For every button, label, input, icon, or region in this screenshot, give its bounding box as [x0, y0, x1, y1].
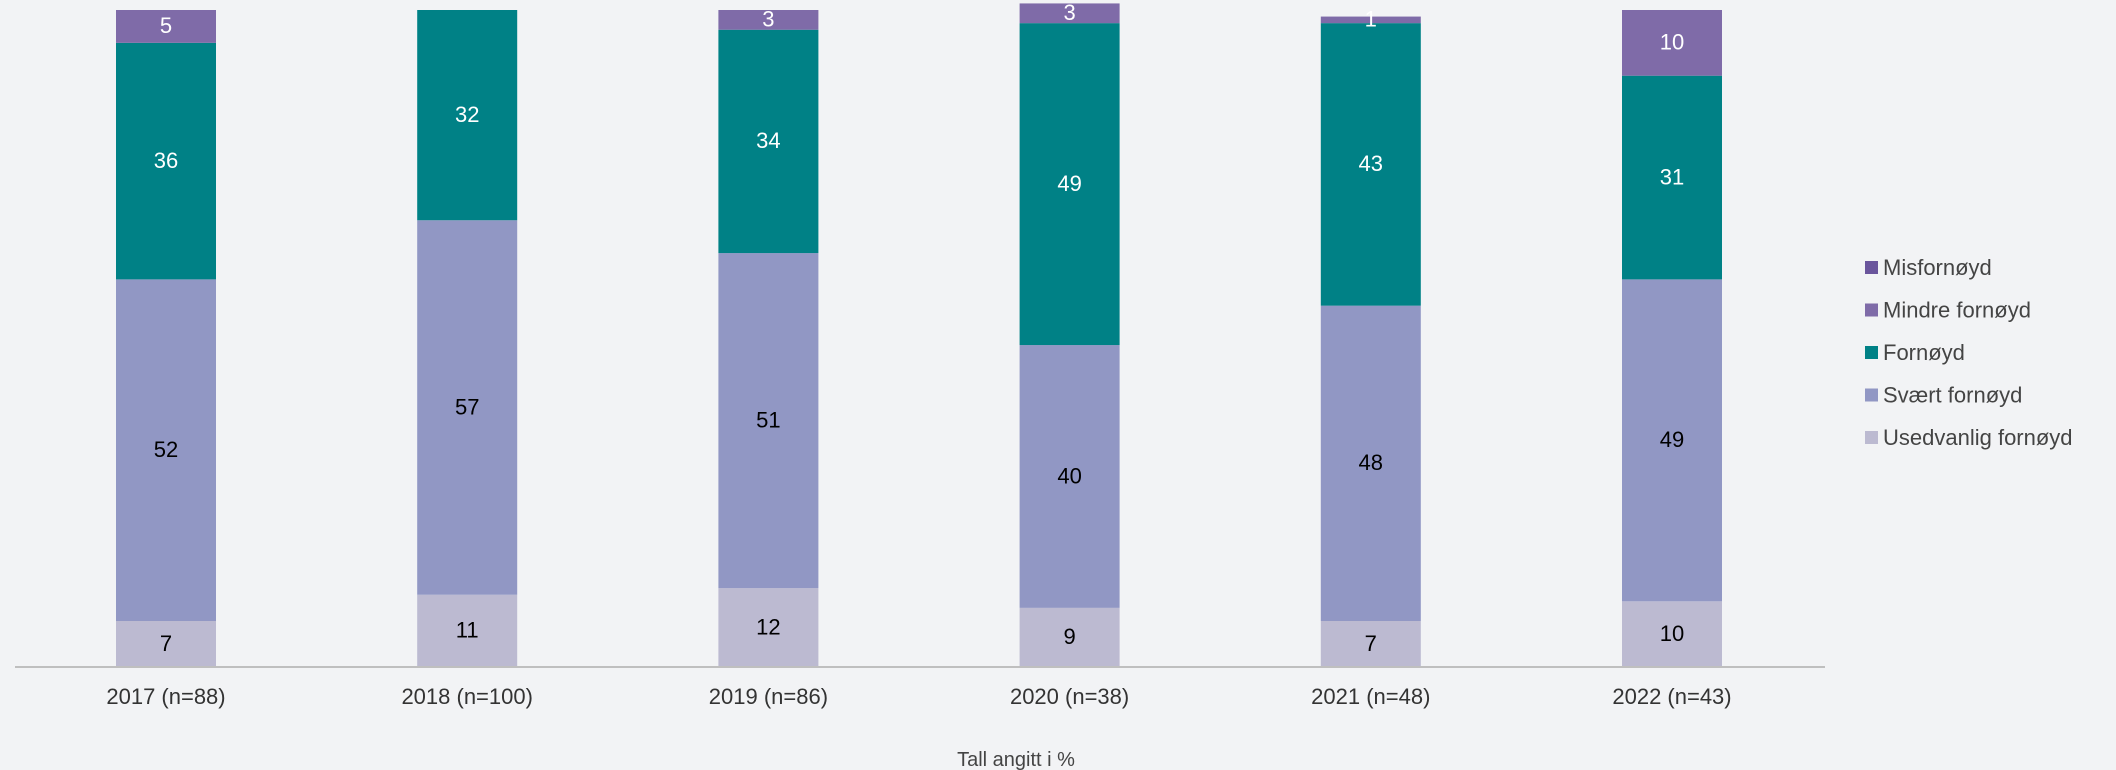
bars-group: 7 52 36 5 11 57 32 12 51 34 3 9 40 49 3 7 48 43 1 10 49 31 10: [116, 0, 1722, 667]
bar-data-label: 7: [1365, 631, 1377, 656]
bar-segment: [1320, 23, 1421, 306]
bar-segment: [417, 594, 518, 667]
legend-swatch: [1865, 346, 1878, 359]
bar-data-label: 51: [756, 407, 780, 432]
bar-data-label: 34: [756, 128, 780, 153]
x-tick-label: 2020 (n=38): [1010, 684, 1129, 709]
bar-data-label: 31: [1660, 164, 1684, 189]
legend: Misfornøyd Mindre fornøyd Fornøyd Svært for…: [1865, 255, 2073, 450]
legend-label: Usedvanlig fornøyd: [1883, 425, 2073, 450]
bar-segment: [116, 279, 216, 622]
bar-segment: [1622, 279, 1722, 602]
bar-data-label: 5: [160, 13, 172, 38]
bar-segment: [1320, 16, 1421, 24]
bar-data-label: 32: [455, 102, 479, 127]
bar-data-label: 7: [160, 631, 172, 656]
bar-segment: [718, 588, 819, 667]
bar-segment: [718, 253, 819, 589]
x-tick-label: 2022 (n=43): [1612, 684, 1731, 709]
bar-data-label: 3: [1063, 0, 1075, 25]
bar-data-label: 1: [1365, 7, 1377, 32]
bar-segment: [718, 10, 819, 30]
bar-segment: [1622, 601, 1722, 667]
legend-label: Mindre fornøyd: [1883, 297, 2031, 322]
bar-data-label: 49: [1660, 427, 1684, 452]
bar-data-label: 40: [1057, 463, 1081, 488]
bar-data-label: 3: [762, 7, 774, 32]
bar-segment: [1320, 621, 1421, 667]
bar-data-label: 57: [455, 394, 479, 419]
bar-segment: [417, 10, 518, 221]
legend-label: Fornøyd: [1883, 340, 1965, 365]
bar-data-label: 36: [154, 148, 178, 173]
legend-swatch: [1865, 261, 1878, 274]
bar-data-label: 43: [1359, 151, 1383, 176]
bar-data-label: 12: [756, 614, 780, 639]
x-tick-label: 2018 (n=100): [401, 684, 533, 709]
bar-segment: [1622, 10, 1722, 76]
chart-note: Tall angitt i %: [957, 749, 1075, 770]
bar-segment: [1019, 23, 1120, 346]
x-tick-label: 2021 (n=48): [1311, 684, 1430, 709]
x-tick-label: 2019 (n=86): [709, 684, 828, 709]
bar-segment: [718, 29, 819, 254]
legend-swatch: [1865, 303, 1878, 317]
bar-segment: [1019, 607, 1120, 667]
legend-label: Svært fornøyd: [1883, 382, 2022, 407]
legend-swatch: [1865, 388, 1878, 402]
bar-data-label: 9: [1063, 624, 1075, 649]
bar-segment: [116, 42, 216, 280]
bar-segment: [116, 10, 216, 43]
bar-segment: [1019, 3, 1120, 24]
bar-segment: [1019, 345, 1120, 608]
bar-segment: [417, 220, 518, 595]
x-tick-labels: 2017 (n=88) 2018 (n=100) 2019 (n=86) 2020 (…: [106, 684, 1731, 709]
bar-data-label: 52: [154, 437, 178, 462]
bar-data-label: 11: [456, 618, 479, 643]
bar-data-label: 10: [1660, 621, 1684, 646]
legend-label: Misfornøyd: [1883, 255, 1992, 280]
bar-segment: [116, 621, 216, 667]
x-tick-label: 2017 (n=88): [106, 684, 225, 709]
bar-data-label: 48: [1359, 450, 1383, 475]
bar-segment: [1622, 75, 1722, 280]
bar-segment: [1320, 305, 1421, 622]
bar-data-label: 10: [1660, 30, 1684, 55]
legend-swatch: [1865, 431, 1878, 444]
bar-data-label: 49: [1057, 171, 1081, 196]
